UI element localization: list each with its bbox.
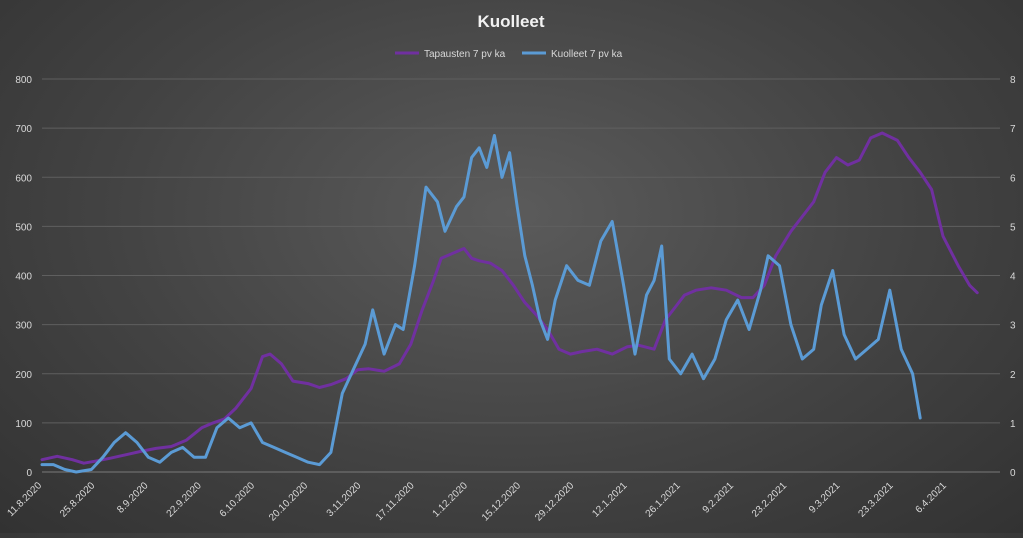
y-left-tick-label: 500	[15, 222, 32, 233]
y-left-tick-label: 0	[26, 468, 32, 479]
y-left-tick-label: 100	[15, 419, 32, 430]
x-tick-label: 26.1.2021	[644, 480, 684, 520]
x-tick-label: 3.11.2020	[325, 480, 364, 519]
legend-label: Kuolleet 7 pv ka	[551, 49, 623, 60]
x-tick-label: 8.9.2020	[115, 480, 151, 516]
series-line-2	[40, 134, 922, 474]
y-left-tick-label: 400	[15, 272, 32, 283]
y-left-tick-label: 800	[15, 75, 32, 86]
x-tick-label: 29.12.2020	[533, 480, 576, 523]
x-tick-label: 11.8.2020	[5, 480, 44, 519]
y-left-tick-label: 700	[15, 124, 32, 135]
x-tick-label: 12.1.2021	[590, 480, 630, 520]
x-tick-label: 9.2.2021	[701, 480, 737, 516]
x-tick-label: 25.8.2020	[58, 480, 98, 520]
y-right-tick-label: 7	[1010, 124, 1016, 135]
y-left-tick-label: 300	[15, 321, 32, 332]
legend: Tapausten 7 pv ka Kuolleet 7 pv ka	[395, 49, 623, 60]
chart-title: Kuolleet	[477, 12, 544, 31]
x-tick-label: 23.2.2021	[750, 480, 790, 520]
y-left-tick-label: 600	[15, 173, 32, 184]
x-axis: 11.8.2020 25.8.2020 8.9.2020 22.9.2020 6.10.…	[5, 480, 949, 523]
x-tick-label: 22.9.2020	[165, 480, 205, 520]
x-tick-label: 1.12.2020	[431, 480, 471, 520]
y-right-tick-label: 0	[1010, 468, 1016, 479]
x-tick-label: 20.10.2020	[267, 480, 310, 523]
y-right-tick-label: 8	[1010, 75, 1016, 86]
x-tick-label: 9.3.2021	[807, 480, 843, 516]
y-axis-left: 0 100 200 300 400 500 600 700 800	[15, 75, 32, 479]
legend-label: Tapausten 7 pv ka	[424, 49, 506, 60]
x-tick-label: 15.12.2020	[480, 480, 523, 523]
series-line-1	[40, 131, 979, 465]
x-tick-label: 17.11.2020	[374, 480, 417, 523]
y-right-tick-label: 1	[1010, 419, 1016, 430]
x-tick-label: 23.3.2021	[856, 480, 896, 520]
y-left-tick-label: 200	[15, 370, 32, 381]
x-tick-label: 6.10.2020	[218, 480, 258, 520]
y-axis-right: 0 1 2 3 4 5 6 7 8	[1010, 75, 1016, 479]
y-right-tick-label: 4	[1010, 272, 1016, 283]
gridlines	[42, 78, 1000, 473]
y-right-tick-label: 2	[1010, 370, 1016, 381]
y-right-tick-label: 6	[1010, 173, 1016, 184]
y-right-tick-label: 5	[1010, 222, 1016, 233]
x-tick-label: 6.4.2021	[914, 480, 950, 516]
series-layer	[40, 131, 979, 474]
y-right-tick-label: 3	[1010, 321, 1016, 332]
